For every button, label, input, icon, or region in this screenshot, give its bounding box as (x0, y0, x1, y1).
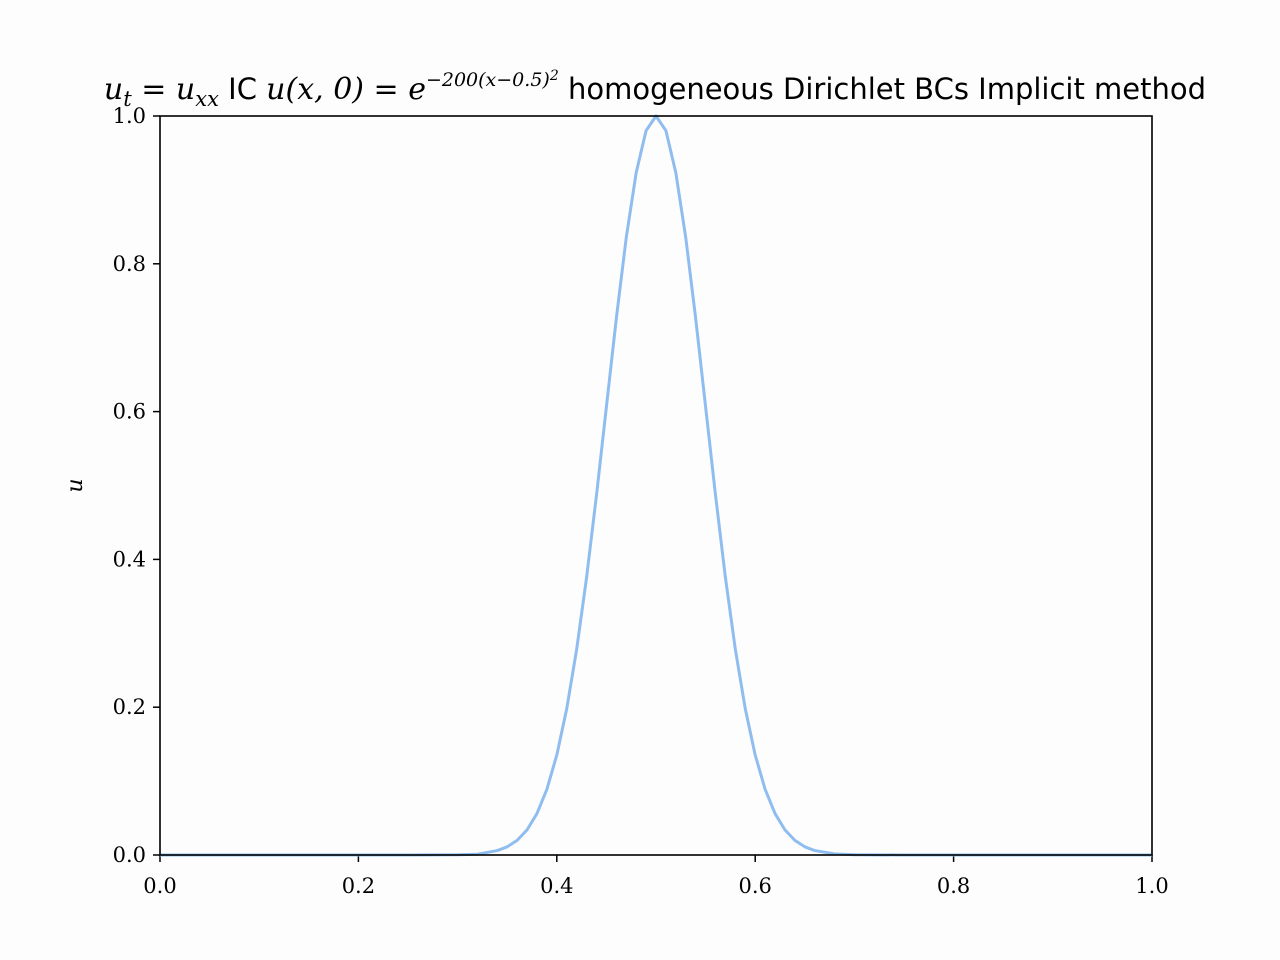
y-tick-label: 0.0 (113, 843, 146, 867)
x-tick-label: 1.0 (1135, 874, 1168, 898)
x-axis-ticks: 0.0 0.2 0.4 0.6 0.8 1.0 (143, 855, 1169, 898)
series-layer (160, 114, 1152, 857)
chart-title-part: xx (195, 87, 219, 111)
y-tick-label: 1.0 (113, 104, 146, 128)
y-tick-label: 0.2 (113, 695, 146, 719)
chart-title-part: u(x, 0) = e (266, 72, 426, 107)
y-tick-label: 0.6 (113, 400, 146, 424)
x-tick-label: 0.4 (540, 874, 573, 898)
chart-title-part: t (123, 87, 132, 111)
y-axis-label: u (63, 478, 88, 492)
chart-title-part: −200(x−0.5) (426, 69, 550, 91)
chart-title-part: u (104, 72, 123, 107)
x-tick-label: 0.8 (937, 874, 970, 898)
x-tick-label: 0.0 (143, 874, 176, 898)
x-tick-label: 0.6 (738, 874, 771, 898)
series-line (160, 114, 1152, 857)
chart-title: ut = uxx IC u(x, 0) = e−200(x−0.5)2 homo… (104, 68, 1206, 111)
y-axis-ticks: 0.0 0.2 0.4 0.6 0.8 1.0 (113, 104, 160, 867)
chart-title-part: = u (132, 72, 196, 107)
x-tick-label: 0.2 (342, 874, 375, 898)
y-tick-label: 0.8 (113, 252, 146, 276)
y-tick-label: 0.4 (113, 547, 146, 571)
chart-title-part: IC (219, 72, 266, 106)
plot-frame (159, 115, 1153, 856)
chart-title-part: homogeneous Dirichlet BCs Implicit metho… (559, 72, 1206, 106)
chart-title-part: 2 (549, 68, 559, 84)
